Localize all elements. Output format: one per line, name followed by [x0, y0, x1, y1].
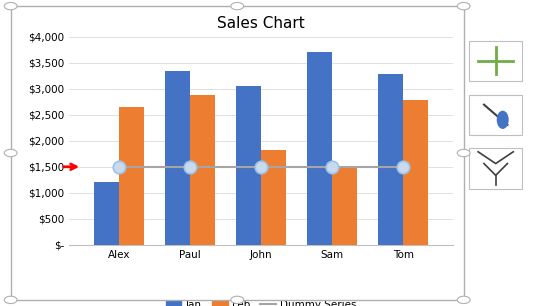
- Ellipse shape: [497, 111, 508, 128]
- Bar: [378, 74, 403, 245]
- Legend: Jan, Feb, Dummy Series: Jan, Feb, Dummy Series: [161, 296, 361, 306]
- FancyBboxPatch shape: [470, 95, 522, 135]
- Title: Sales Chart: Sales Chart: [217, 17, 305, 32]
- Bar: [190, 95, 215, 245]
- Bar: [261, 150, 286, 245]
- Bar: [236, 86, 261, 245]
- Bar: [308, 52, 332, 245]
- Bar: [94, 182, 119, 245]
- Bar: [119, 107, 144, 245]
- FancyBboxPatch shape: [470, 41, 522, 81]
- Bar: [332, 168, 357, 245]
- Bar: [165, 70, 190, 245]
- Bar: [403, 100, 428, 245]
- FancyBboxPatch shape: [470, 148, 522, 189]
